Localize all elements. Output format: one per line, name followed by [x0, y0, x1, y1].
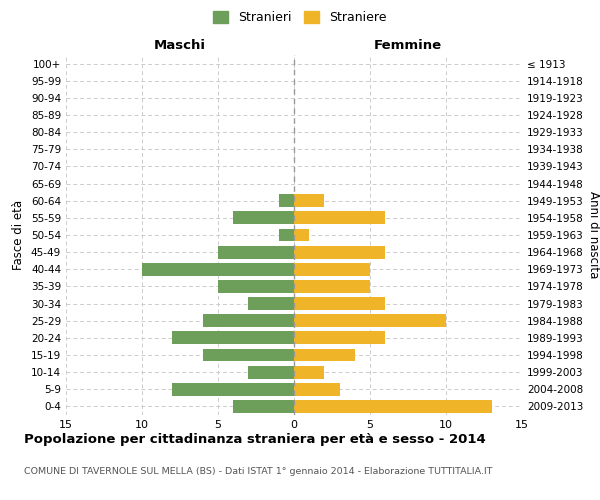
- Bar: [294, 314, 446, 327]
- Bar: [294, 194, 325, 207]
- Bar: [294, 348, 355, 362]
- Bar: [218, 246, 294, 258]
- Bar: [279, 228, 294, 241]
- Bar: [294, 263, 370, 276]
- Bar: [294, 212, 385, 224]
- Bar: [203, 314, 294, 327]
- Bar: [233, 212, 294, 224]
- Bar: [172, 383, 294, 396]
- Bar: [218, 280, 294, 293]
- Text: Popolazione per cittadinanza straniera per età e sesso - 2014: Popolazione per cittadinanza straniera p…: [24, 432, 486, 446]
- Bar: [172, 332, 294, 344]
- Bar: [294, 383, 340, 396]
- Bar: [294, 366, 325, 378]
- Bar: [248, 297, 294, 310]
- Text: Femmine: Femmine: [374, 38, 442, 52]
- Bar: [203, 348, 294, 362]
- Bar: [294, 228, 309, 241]
- Bar: [233, 400, 294, 413]
- Text: COMUNE DI TAVERNOLE SUL MELLA (BS) - Dati ISTAT 1° gennaio 2014 - Elaborazione T: COMUNE DI TAVERNOLE SUL MELLA (BS) - Dat…: [24, 468, 493, 476]
- Bar: [294, 280, 370, 293]
- Bar: [294, 400, 491, 413]
- Bar: [294, 246, 385, 258]
- Y-axis label: Anni di nascita: Anni di nascita: [587, 192, 600, 278]
- Legend: Stranieri, Straniere: Stranieri, Straniere: [208, 6, 392, 29]
- Bar: [142, 263, 294, 276]
- Bar: [279, 194, 294, 207]
- Bar: [248, 366, 294, 378]
- Y-axis label: Fasce di età: Fasce di età: [13, 200, 25, 270]
- Text: Maschi: Maschi: [154, 38, 206, 52]
- Bar: [294, 332, 385, 344]
- Bar: [294, 297, 385, 310]
